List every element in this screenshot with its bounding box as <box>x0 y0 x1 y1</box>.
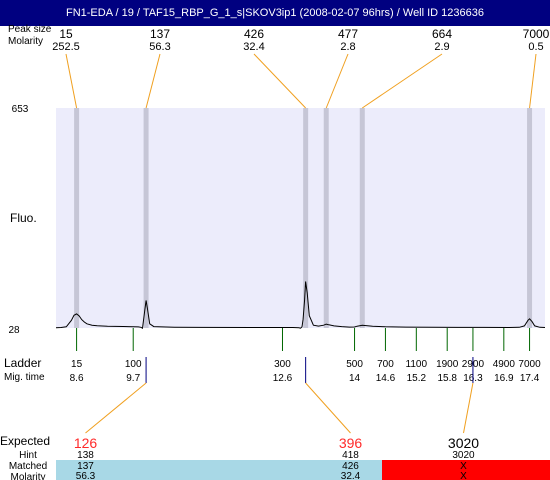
expected-size-value: 3020 <box>448 435 479 451</box>
hint-value: 3020 <box>452 450 475 461</box>
matched-label: Matched <box>9 461 47 472</box>
ladder-size-value: 15 <box>71 359 83 370</box>
peak-molarity-value: 2.8 <box>340 41 355 53</box>
peak-size-value: 15 <box>59 27 73 41</box>
hint-label: Hint <box>19 450 37 461</box>
ladder-size-value: 500 <box>346 359 363 370</box>
peak-band <box>143 108 149 328</box>
ladder-mig-time-value: 16.9 <box>494 373 514 384</box>
expected-size-value: 396 <box>339 435 363 451</box>
molarity-label-top: Molarity <box>8 36 43 47</box>
matched-molarity-value: X <box>460 471 467 480</box>
peak-band <box>74 108 80 328</box>
plot-area <box>56 108 545 328</box>
window-title: FN1-EDA / 19 / TAF15_RBP_G_1_s|SKOV3ip1 … <box>0 0 550 26</box>
matched-value: 426 <box>342 461 359 472</box>
peak-size-value: 477 <box>338 27 358 41</box>
peak-connector <box>361 53 443 109</box>
peak-connector <box>145 53 161 109</box>
peak-connector <box>65 53 78 109</box>
peak-connector <box>253 53 307 109</box>
ladder-size-value: 300 <box>274 359 291 370</box>
expected-connector <box>305 382 351 434</box>
expected-connector <box>85 382 147 434</box>
expected-label: Expected <box>0 434 50 448</box>
match-row-background <box>56 460 219 480</box>
hint-value: 418 <box>342 450 359 461</box>
molarity-label-bottom: Molarity <box>10 472 45 480</box>
ladder-mig-time-value: 14 <box>349 373 361 384</box>
expected-size-value: 126 <box>74 435 98 451</box>
peak-size-value: 426 <box>244 27 264 41</box>
peak-connector <box>325 53 349 109</box>
ladder-mig-time-value: 17.4 <box>520 373 540 384</box>
peak-size-value: 7000 <box>523 27 550 41</box>
ladder-size-value: 100 <box>125 359 142 370</box>
peak-molarity-value: 252.5 <box>52 41 80 53</box>
peak-molarity-value: 0.5 <box>528 41 543 53</box>
ladder-size-value: 1100 <box>406 359 428 370</box>
matched-molarity-value: 56.3 <box>76 471 96 480</box>
y-tick-label: 28 <box>8 325 20 336</box>
ladder-label: Ladder <box>4 356 41 370</box>
match-row-background <box>382 460 550 480</box>
peak-band <box>359 108 365 328</box>
peak-molarity-value: 56.3 <box>149 41 170 53</box>
peak-connector <box>529 53 537 109</box>
peak-molarity-value: 2.9 <box>434 41 449 53</box>
matched-value: 137 <box>77 461 94 472</box>
ladder-mig-time-value: 14.6 <box>376 373 396 384</box>
expected-connector <box>463 382 474 434</box>
ladder-mig-time-value: 9.7 <box>126 373 140 384</box>
peak-molarity-value: 32.4 <box>243 41 264 53</box>
ladder-size-value: 4900 <box>493 359 516 370</box>
ladder-mig-time-value: 15.8 <box>437 373 457 384</box>
ladder-mig-time-value: 12.6 <box>273 373 293 384</box>
peak-size-value: 137 <box>150 27 170 41</box>
peak-size-value: 664 <box>432 27 452 41</box>
ladder-mig-time-value: 8.6 <box>70 373 84 384</box>
peak-size-label: Peak size <box>8 24 52 35</box>
y-axis-label: Fluo. <box>10 211 37 225</box>
matched-value: X <box>460 461 467 472</box>
ladder-size-value: 1900 <box>436 359 459 370</box>
matched-molarity-value: 32.4 <box>341 471 361 480</box>
peak-band <box>323 108 329 328</box>
ladder-size-value: 700 <box>377 359 394 370</box>
fluorescence-trace <box>55 281 546 330</box>
peak-band <box>303 108 309 328</box>
hint-value: 138 <box>77 450 94 461</box>
ladder-size-value: 7000 <box>518 359 541 370</box>
peak-band <box>527 108 533 328</box>
y-tick-label: 653 <box>12 104 29 115</box>
ladder-mig-time-value: 15.2 <box>407 373 427 384</box>
match-row-background <box>219 460 382 480</box>
mig-time-label: Mig. time <box>4 372 45 383</box>
